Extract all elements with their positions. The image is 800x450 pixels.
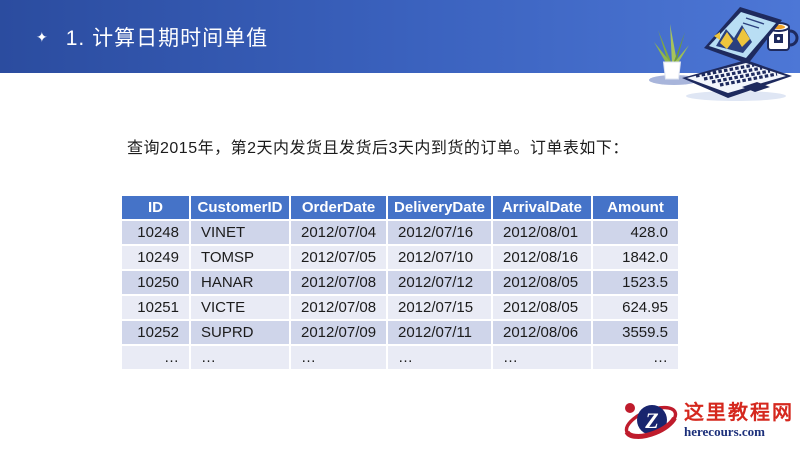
cell-deliverydate: …	[387, 345, 493, 371]
cell-id: 10248	[122, 220, 191, 246]
table-row-ellipsis: … … … … … …	[122, 345, 678, 371]
logo-site-name: 这里教程网	[684, 402, 794, 425]
column-header-orderdate: OrderDate	[290, 196, 388, 221]
cell-amount: 624.95	[592, 295, 678, 321]
cell-id: 10251	[122, 295, 191, 321]
table-row: 10250 HANAR 2012/07/08 2012/07/12 2012/0…	[122, 270, 678, 296]
description-text: 查询2015年，第2天内发货且发货后3天内到货的订单。订单表如下：	[127, 140, 629, 157]
cell-deliverydate: 2012/07/12	[387, 270, 493, 296]
cell-amount: …	[592, 345, 678, 371]
logo-z-orbit-icon: Z	[624, 403, 678, 439]
column-header-deliverydate: DeliveryDate	[387, 196, 493, 221]
cell-arrivaldate: 2012/08/06	[492, 320, 593, 346]
cell-customerid: VINET	[190, 220, 291, 246]
site-logo: Z 这里教程网 herecours.com	[622, 396, 794, 446]
cell-customerid: …	[190, 345, 291, 371]
orders-table: ID CustomerID OrderDate DeliveryDate Arr…	[122, 196, 678, 371]
cell-deliverydate: 2012/07/16	[387, 220, 493, 246]
logo-site-url: herecours.com	[684, 424, 765, 440]
cell-id: 10249	[122, 245, 191, 271]
cell-id: 10252	[122, 320, 191, 346]
star-icon: ✦	[36, 28, 48, 45]
cell-deliverydate: 2012/07/11	[387, 320, 493, 346]
laptop-workspace-illustration	[649, 7, 799, 101]
cell-orderdate: 2012/07/08	[290, 270, 388, 296]
column-header-arrivaldate: ArrivalDate	[492, 196, 593, 221]
cell-deliverydate: 2012/07/10	[387, 245, 493, 271]
cell-customerid: TOMSP	[190, 245, 291, 271]
cell-orderdate: 2012/07/08	[290, 295, 388, 321]
cell-arrivaldate: 2012/08/16	[492, 245, 593, 271]
column-header-customerid: CustomerID	[190, 196, 291, 221]
cell-customerid: HANAR	[190, 270, 291, 296]
cell-amount: 1523.5	[592, 270, 678, 296]
cell-amount: 428.0	[592, 220, 678, 246]
table-row: 10251 VICTE 2012/07/08 2012/07/15 2012/0…	[122, 295, 678, 321]
cell-arrivaldate: 2012/08/01	[492, 220, 593, 246]
table-header-row: ID CustomerID OrderDate DeliveryDate Arr…	[122, 196, 678, 221]
cell-arrivaldate: 2012/08/05	[492, 270, 593, 296]
cell-orderdate: 2012/07/05	[290, 245, 388, 271]
slide-title: 1. 计算日期时间单值	[65, 26, 269, 50]
cell-arrivaldate: …	[492, 345, 593, 371]
laptop-screen-icon	[704, 7, 782, 64]
cell-id: 10250	[122, 270, 191, 296]
cell-customerid: SUPRD	[190, 320, 291, 346]
laptop-keyboard-icon	[682, 60, 792, 98]
title-bar: ✦ 1. 计算日期时间单值	[0, 0, 800, 73]
cell-orderdate: …	[290, 345, 388, 371]
column-header-amount: Amount	[592, 196, 678, 221]
cell-deliverydate: 2012/07/15	[387, 295, 493, 321]
table-row: 10249 TOMSP 2012/07/05 2012/07/10 2012/0…	[122, 245, 678, 271]
cell-arrivaldate: 2012/08/05	[492, 295, 593, 321]
logo-letter: Z	[644, 408, 658, 433]
cell-orderdate: 2012/07/04	[290, 220, 388, 246]
cell-amount: 3559.5	[592, 320, 678, 346]
logo-text-block: 这里教程网 herecours.com	[684, 402, 794, 439]
table-row: 10252 SUPRD 2012/07/09 2012/07/11 2012/0…	[122, 320, 678, 346]
cell-orderdate: 2012/07/09	[290, 320, 388, 346]
cell-amount: 1842.0	[592, 245, 678, 271]
cell-customerid: VICTE	[190, 295, 291, 321]
coffee-mug-icon	[767, 22, 799, 51]
table-row: 10248 VINET 2012/07/04 2012/07/16 2012/0…	[122, 220, 678, 246]
laptop-shadow	[686, 91, 786, 101]
column-header-id: ID	[122, 196, 191, 221]
plant-icon	[654, 24, 689, 80]
cell-id: …	[122, 345, 191, 371]
